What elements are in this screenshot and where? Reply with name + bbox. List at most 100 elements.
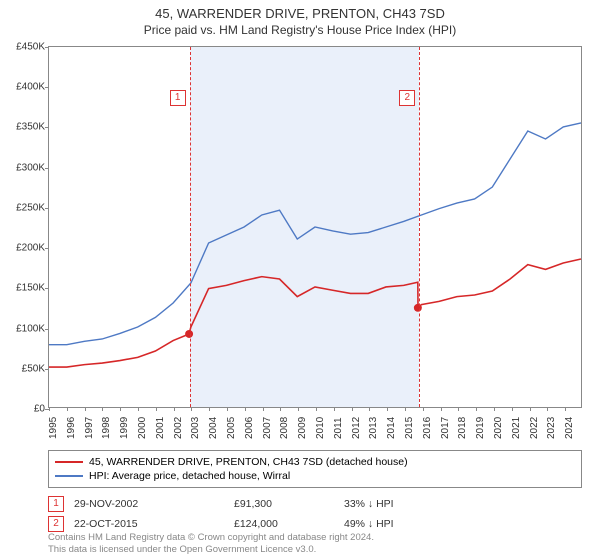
x-tick-label: 2015 <box>402 417 415 439</box>
x-tick-mark <box>174 407 175 411</box>
x-tick-mark <box>494 407 495 411</box>
x-tick-mark <box>245 407 246 411</box>
x-tick-label: 2003 <box>188 417 201 439</box>
x-tick-label: 2010 <box>313 417 326 439</box>
x-tick-label: 2024 <box>562 417 575 439</box>
y-tick-mark <box>45 87 49 88</box>
y-tick-mark <box>45 288 49 289</box>
footer-line1: Contains HM Land Registry data © Crown c… <box>48 532 374 544</box>
x-tick-mark <box>476 407 477 411</box>
x-tick-mark <box>547 407 548 411</box>
y-tick-mark <box>45 369 49 370</box>
x-tick-label: 2008 <box>277 417 290 439</box>
sale-num-badge: 1 <box>48 496 64 512</box>
x-tick-mark <box>191 407 192 411</box>
chart-title: 45, WARRENDER DRIVE, PRENTON, CH43 7SD <box>0 0 600 21</box>
sale-hpi: 33% ↓ HPI <box>344 498 394 510</box>
sale-marker-line <box>419 47 420 407</box>
footer-line2: This data is licensed under the Open Gov… <box>48 544 374 556</box>
series-property <box>49 259 581 367</box>
x-tick-mark <box>263 407 264 411</box>
x-tick-mark <box>67 407 68 411</box>
x-tick-mark <box>530 407 531 411</box>
x-tick-mark <box>441 407 442 411</box>
sale-marker-badge: 2 <box>399 90 415 106</box>
x-tick-mark <box>387 407 388 411</box>
sale-price: £91,300 <box>234 498 334 510</box>
legend-label: HPI: Average price, detached house, Wirr… <box>89 470 290 482</box>
sale-marker-line <box>190 47 191 407</box>
sale-row: 1 29-NOV-2002 £91,300 33% ↓ HPI <box>48 494 582 514</box>
x-tick-mark <box>423 407 424 411</box>
x-tick-label: 2006 <box>242 417 255 439</box>
legend-label: 45, WARRENDER DRIVE, PRENTON, CH43 7SD (… <box>89 456 408 468</box>
x-tick-label: 2001 <box>153 417 166 439</box>
x-tick-label: 2017 <box>438 417 451 439</box>
y-tick-mark <box>45 47 49 48</box>
x-tick-mark <box>565 407 566 411</box>
y-tick-mark <box>45 208 49 209</box>
legend-swatch <box>55 461 83 463</box>
x-tick-mark <box>156 407 157 411</box>
series-hpi <box>49 123 581 345</box>
x-tick-label: 2005 <box>224 417 237 439</box>
x-tick-label: 2019 <box>473 417 486 439</box>
x-tick-mark <box>138 407 139 411</box>
x-tick-mark <box>352 407 353 411</box>
x-tick-label: 2014 <box>384 417 397 439</box>
chart-container: 45, WARRENDER DRIVE, PRENTON, CH43 7SD P… <box>0 0 600 560</box>
chart-subtitle: Price paid vs. HM Land Registry's House … <box>0 21 600 41</box>
y-tick-mark <box>45 127 49 128</box>
y-tick-mark <box>45 248 49 249</box>
x-tick-mark <box>458 407 459 411</box>
x-tick-label: 1998 <box>99 417 112 439</box>
x-tick-label: 2013 <box>366 417 379 439</box>
x-tick-label: 2004 <box>206 417 219 439</box>
x-tick-label: 2022 <box>527 417 540 439</box>
x-tick-label: 2023 <box>544 417 557 439</box>
x-tick-mark <box>85 407 86 411</box>
sale-marker-badge: 1 <box>170 90 186 106</box>
x-tick-label: 2007 <box>260 417 273 439</box>
sale-row: 2 22-OCT-2015 £124,000 49% ↓ HPI <box>48 514 582 534</box>
x-tick-label: 1997 <box>82 417 95 439</box>
legend-item: 45, WARRENDER DRIVE, PRENTON, CH43 7SD (… <box>55 455 575 469</box>
x-tick-mark <box>334 407 335 411</box>
x-tick-label: 1995 <box>46 417 59 439</box>
sale-num-badge: 2 <box>48 516 64 532</box>
x-tick-mark <box>369 407 370 411</box>
y-tick-mark <box>45 168 49 169</box>
x-tick-mark <box>227 407 228 411</box>
x-tick-label: 1999 <box>117 417 130 439</box>
x-tick-mark <box>49 407 50 411</box>
x-tick-label: 2002 <box>171 417 184 439</box>
x-tick-mark <box>298 407 299 411</box>
y-tick-mark <box>45 329 49 330</box>
x-tick-mark <box>120 407 121 411</box>
x-tick-label: 2011 <box>331 417 344 439</box>
x-tick-mark <box>512 407 513 411</box>
sale-date: 29-NOV-2002 <box>74 498 224 510</box>
x-tick-label: 2021 <box>509 417 522 439</box>
x-tick-mark <box>405 407 406 411</box>
sale-price: £124,000 <box>234 518 334 530</box>
x-tick-label: 1996 <box>64 417 77 439</box>
sale-date: 22-OCT-2015 <box>74 518 224 530</box>
x-tick-label: 2000 <box>135 417 148 439</box>
x-tick-label: 2016 <box>420 417 433 439</box>
x-tick-label: 2009 <box>295 417 308 439</box>
legend: 45, WARRENDER DRIVE, PRENTON, CH43 7SD (… <box>48 450 582 488</box>
x-tick-label: 2012 <box>349 417 362 439</box>
x-tick-label: 2020 <box>491 417 504 439</box>
x-tick-mark <box>209 407 210 411</box>
sale-point <box>414 304 422 312</box>
x-tick-mark <box>102 407 103 411</box>
x-tick-label: 2018 <box>455 417 468 439</box>
plot-area: £0£50K£100K£150K£200K£250K£300K£350K£400… <box>48 46 582 408</box>
x-tick-mark <box>280 407 281 411</box>
footer-attribution: Contains HM Land Registry data © Crown c… <box>48 532 374 556</box>
x-tick-mark <box>316 407 317 411</box>
sales-table: 1 29-NOV-2002 £91,300 33% ↓ HPI 2 22-OCT-2015… <box>48 494 582 534</box>
sale-hpi: 49% ↓ HPI <box>344 518 394 530</box>
legend-item: HPI: Average price, detached house, Wirr… <box>55 469 575 483</box>
